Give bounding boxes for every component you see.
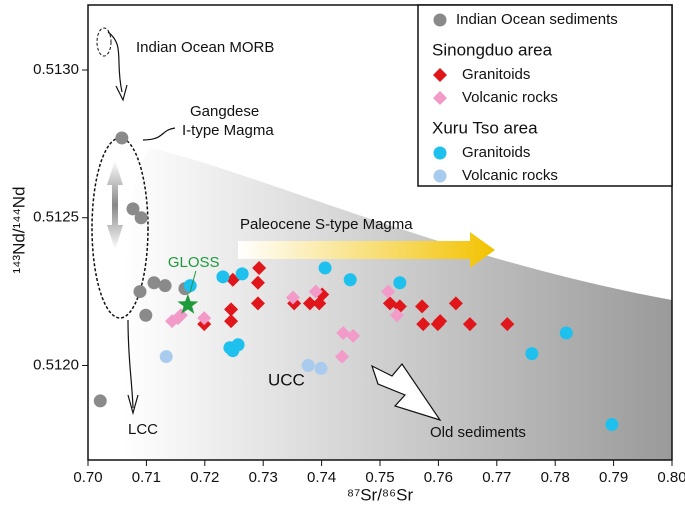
double-arrow	[107, 160, 123, 250]
annotation: UCC	[268, 370, 305, 389]
point	[133, 285, 147, 299]
lcc-arrow-head	[127, 394, 139, 416]
point	[235, 267, 249, 281]
legend-label: Volcanic rocks	[462, 89, 558, 106]
point	[224, 314, 239, 329]
point	[115, 131, 129, 145]
morb-arrow-head	[115, 84, 128, 102]
point	[525, 347, 539, 361]
legend-marker	[433, 13, 447, 27]
annotation: LCC	[128, 421, 158, 438]
legend-marker	[433, 91, 447, 105]
point	[559, 326, 573, 340]
y-axis-label: ¹⁴³Nd/¹⁴⁴Nd	[9, 186, 28, 273]
point	[126, 202, 140, 216]
legend-box	[417, 4, 673, 187]
x-tick-label: 0.75	[365, 469, 394, 486]
legend-marker	[433, 68, 447, 82]
point	[393, 276, 407, 290]
point	[416, 317, 431, 332]
legend-label: Granitoids	[462, 66, 530, 83]
point	[197, 311, 212, 326]
point	[170, 311, 185, 326]
x-tick-label: 0.71	[132, 469, 161, 486]
x-tick-label: 0.70	[73, 469, 102, 486]
annotation: Gangdese	[190, 103, 259, 120]
x-tick-label: 0.80	[657, 469, 685, 486]
point	[250, 275, 265, 290]
point	[346, 328, 361, 343]
x-tick-label: 0.79	[599, 469, 628, 486]
point	[158, 279, 172, 293]
point	[314, 361, 328, 375]
point	[250, 296, 265, 311]
gloss-pointer	[189, 270, 197, 294]
annotation: Old sediments	[430, 424, 526, 441]
x-axis-label: ⁸⁷Sr/⁸⁶Sr	[347, 485, 414, 504]
annotation: Paleocene S-type Magma	[240, 216, 413, 233]
gloss-label: GLOSS	[168, 254, 220, 271]
point	[301, 358, 315, 372]
point	[139, 308, 153, 322]
x-tick-label: 0.73	[249, 469, 278, 486]
annotation: Indian Ocean MORB	[136, 39, 274, 56]
gloss-star	[177, 293, 199, 314]
legend-label: Volcanic rocks	[462, 167, 558, 184]
old-sediment-arrow	[370, 363, 442, 422]
point	[430, 317, 445, 332]
x-tick-label: 0.76	[424, 469, 453, 486]
x-tick-label: 0.78	[541, 469, 570, 486]
legend-label: Indian Ocean sediments	[456, 11, 618, 28]
x-tick-label: 0.77	[482, 469, 511, 486]
legend-marker	[433, 146, 447, 160]
point	[285, 290, 300, 305]
legend-marker	[433, 169, 447, 183]
point	[318, 261, 332, 275]
plot-area: Indian Ocean MORB Gangdese I-type Magma …	[91, 27, 672, 460]
gangdese-pointer	[142, 127, 176, 141]
y-tick-label: 0.5125	[33, 209, 79, 226]
point	[147, 276, 161, 290]
legend-group-title: Xuru Tso area	[432, 118, 538, 137]
x-tick-label: 0.74	[307, 469, 336, 486]
x-tick-label: 0.72	[190, 469, 219, 486]
point	[500, 317, 515, 332]
legend-group-title: Sinongduo area	[432, 40, 553, 59]
point	[308, 284, 323, 299]
point	[226, 344, 240, 358]
point	[343, 273, 357, 287]
point	[183, 279, 197, 293]
point	[224, 302, 239, 317]
point	[252, 260, 267, 275]
point	[134, 211, 148, 225]
morb-field	[96, 27, 112, 57]
point	[159, 350, 173, 364]
morb-arrow	[107, 31, 123, 93]
y-tick-label: 0.5130	[33, 61, 79, 78]
annotation: I-type Magma	[182, 122, 274, 139]
point	[448, 296, 463, 311]
point	[605, 418, 619, 432]
lcc-arrow	[127, 319, 134, 409]
point	[216, 270, 230, 284]
point	[302, 296, 317, 311]
y-tick-label: 0.5120	[33, 356, 79, 373]
s-type-arrow	[238, 232, 495, 268]
point	[381, 284, 396, 299]
point	[462, 317, 477, 332]
point	[93, 394, 107, 408]
point	[389, 308, 404, 323]
point	[415, 299, 430, 314]
point	[335, 349, 350, 364]
legend-label: Granitoids	[462, 144, 530, 161]
